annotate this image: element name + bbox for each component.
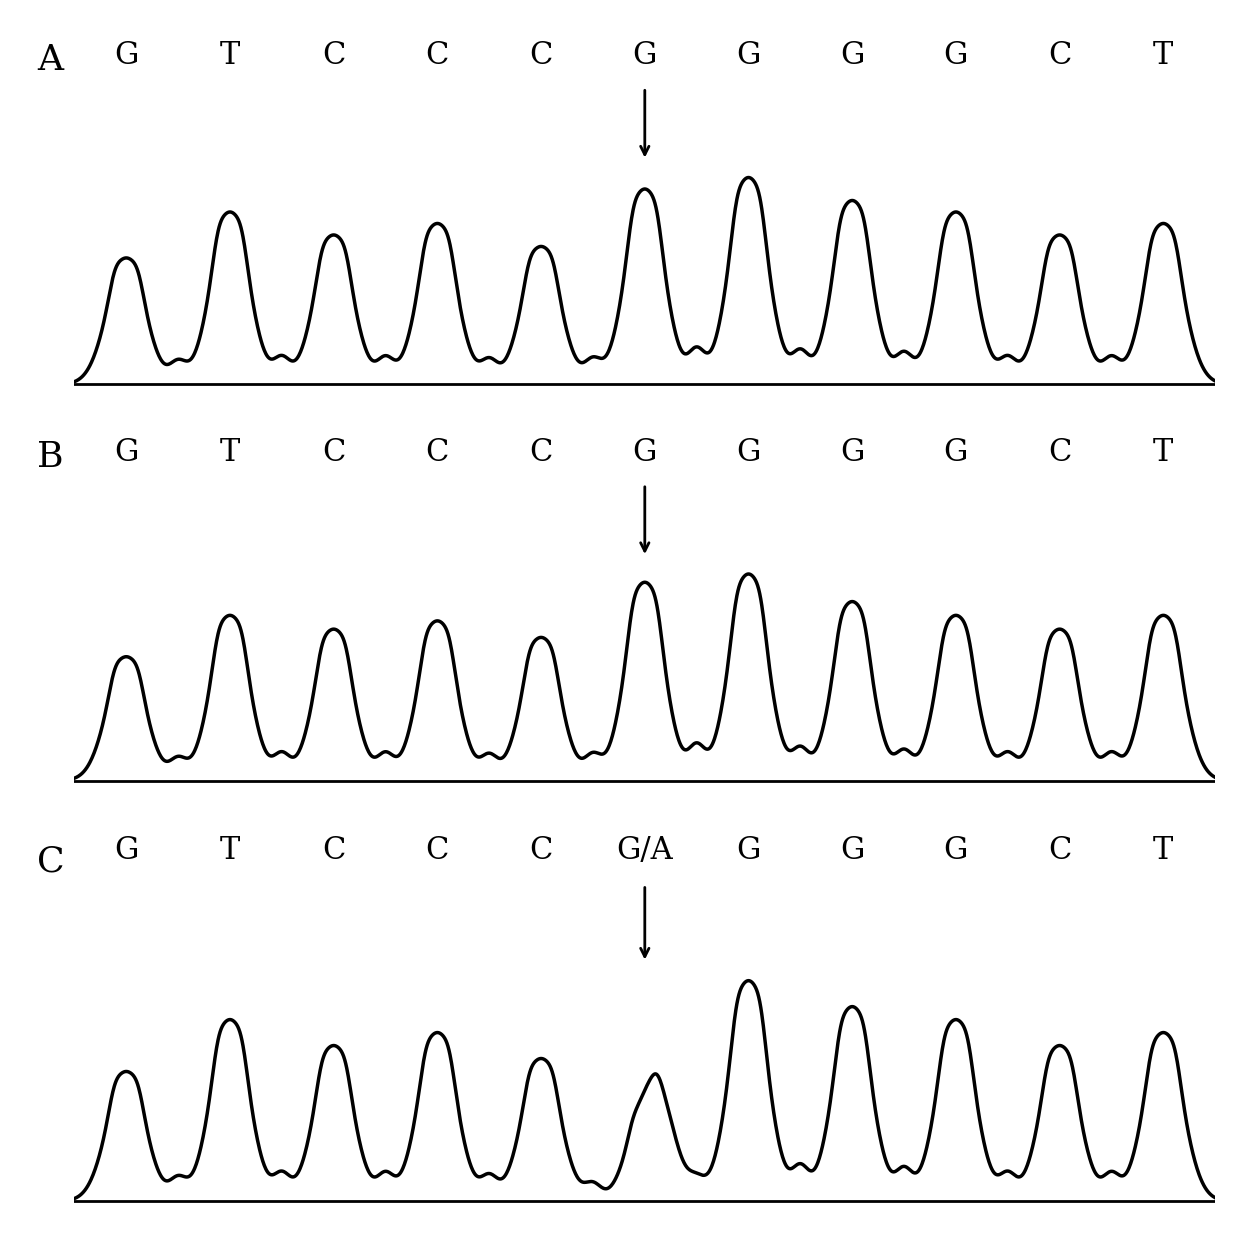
Text: C: C [1048,437,1071,468]
Text: G: G [114,835,139,866]
Text: T: T [1153,41,1173,72]
Text: C: C [425,835,449,866]
Text: T: T [219,41,241,72]
Text: T: T [1153,835,1173,866]
Text: C: C [529,41,553,72]
Text: C: C [322,41,346,72]
Text: G: G [944,437,968,468]
Text: C: C [322,437,346,468]
Text: B: B [37,440,63,473]
Text: T: T [1153,437,1173,468]
Text: G: G [839,437,864,468]
Text: G: G [944,41,968,72]
Text: G: G [737,41,760,72]
Text: C: C [425,41,449,72]
Text: G: G [944,835,968,866]
Text: G: G [114,41,139,72]
Text: G: G [632,437,657,468]
Text: T: T [219,835,241,866]
Text: T: T [219,437,241,468]
Text: C: C [322,835,346,866]
Text: G: G [737,835,760,866]
Text: C: C [529,835,553,866]
Text: G/A: G/A [616,835,673,866]
Text: C: C [425,437,449,468]
Text: G: G [114,437,139,468]
Text: G: G [737,437,760,468]
Text: C: C [1048,835,1071,866]
Text: A: A [37,43,63,77]
Text: G: G [632,41,657,72]
Text: C: C [529,437,553,468]
Text: G: G [839,41,864,72]
Text: G: G [839,835,864,866]
Text: C: C [1048,41,1071,72]
Text: C: C [37,845,64,878]
